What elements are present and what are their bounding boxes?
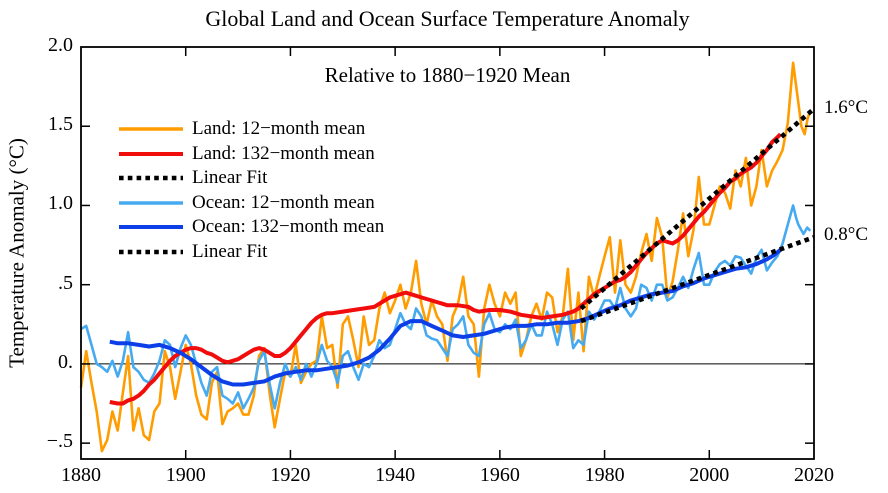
legend-label-ocean-12mo: Ocean: 12−month mean: [192, 191, 375, 213]
y-axis-title: Temperature Anomaly (°C): [4, 138, 29, 368]
legend-swatch-ocean-12mo: [119, 200, 183, 205]
x-tick-label: 1920: [270, 464, 311, 486]
x-tick-label: 2020: [794, 464, 834, 486]
legend-row-land-fit: Linear Fit: [118, 167, 267, 189]
legend-swatch-land-12mo: [119, 127, 183, 131]
annotation-08: 0.8°C: [824, 224, 869, 246]
chart-title: Global Land and Ocean Surface Temperatur…: [205, 6, 690, 31]
x-tick-label: 2000: [689, 464, 730, 486]
y-tick-label: 0.: [58, 350, 73, 373]
legend-row-ocean-fit: Linear Fit: [118, 241, 267, 263]
legend-swatch-ocean-fit: [119, 249, 183, 254]
series-line-land-12mo: [79, 61, 812, 453]
legend-label-ocean-132mo: Ocean: 132−month mean: [192, 216, 385, 237]
x-tick-label: 1960: [479, 464, 520, 486]
series-line-ocean-fit: [580, 235, 815, 324]
series-line-ocean-12mo: [80, 204, 812, 410]
x-tick-label: 1900: [165, 464, 206, 486]
legend-row-ocean-132mo: Ocean: 132−month mean: [118, 216, 384, 238]
series-line-ocean-132mo: [109, 248, 782, 387]
y-tick-label: 1.0: [48, 192, 73, 215]
legend-label-land-132mo: Land: 132−month mean: [192, 142, 375, 164]
y-tick-label: −.5: [46, 430, 73, 453]
x-tick-label: 1980: [584, 464, 625, 486]
legend-row-land-12mo: Land: 12−month mean: [118, 118, 365, 140]
chart-subtitle: Relative to 1880−1920 Mean: [324, 63, 571, 87]
legend-row-land-132mo: Land: 132−month mean: [118, 143, 375, 165]
y-tick-label: 1.5: [48, 113, 73, 136]
annotation-16: 1.6°C: [824, 97, 869, 119]
legend-swatch-land-fit: [119, 175, 183, 181]
legend-swatch-land-132mo: [119, 151, 183, 156]
series-line-land-132mo: [109, 132, 782, 406]
legend-label-land-fit: Linear Fit: [192, 167, 268, 188]
legend-swatch-ocean-132mo: [119, 225, 183, 229]
x-tick-label: 1940: [375, 464, 416, 486]
y-tick-label: 2.0: [48, 34, 73, 56]
legend-label-land-12mo: Land: 12−month mean: [192, 118, 366, 139]
x-tick-label: 1880: [61, 464, 101, 486]
plot-border: [80, 46, 815, 460]
legend-row-ocean-12mo: Ocean: 12−month mean: [118, 192, 375, 214]
y-tick-label: .5: [58, 271, 73, 294]
legend-label-ocean-fit: Linear Fit: [192, 240, 268, 262]
series-line-land-fit: [579, 107, 816, 311]
